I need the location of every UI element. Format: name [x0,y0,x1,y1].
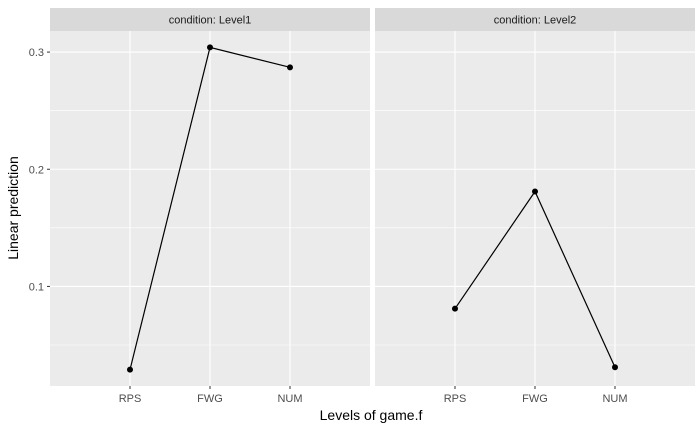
x-tick-label: FWG [522,393,548,405]
y-axis-title: Linear prediction [5,156,21,260]
facet-panel-2: condition: Level2 RPS FWG NUM [375,8,695,405]
x-tick-label: NUM [277,393,302,405]
facet-strip-label: condition: Level2 [494,15,577,27]
facet-strip-label: condition: Level1 [169,15,252,27]
facet-panel-1: condition: Level1 RPS FWG NUM [50,8,370,405]
y-tick-label: 0.3 [29,47,44,59]
y-tick-label: 0.1 [29,281,44,293]
data-point-rps [452,305,458,312]
x-tick-label: FWG [197,393,223,405]
data-point-num [612,364,618,371]
y-tick-label: 0.2 [29,164,44,176]
facet-strip [50,8,370,31]
data-point-rps [127,366,133,373]
data-point-fwg [207,44,213,51]
x-tick-label: NUM [602,393,627,405]
data-point-fwg [532,188,538,195]
x-axis-title: Levels of game.f [320,407,423,423]
x-tick-label: RPS [119,393,142,405]
y-axis: 0.1 0.2 0.3 [29,47,50,293]
x-tick-label: RPS [444,393,467,405]
data-point-num [287,64,293,71]
facet-strip [375,8,695,31]
